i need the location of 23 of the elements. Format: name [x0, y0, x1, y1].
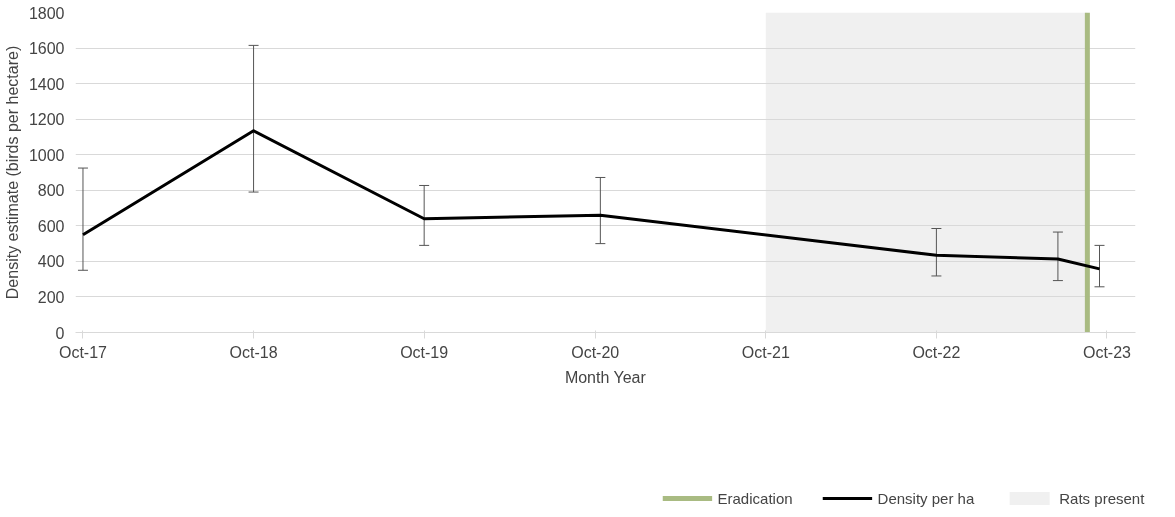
- line-series: [81, 129, 1102, 271]
- x-tick-label: Oct-21: [741, 343, 790, 361]
- y-tick-label: 1400: [28, 75, 65, 93]
- x-tick-label: Oct-20: [571, 343, 620, 361]
- y-tick-label: 600: [37, 217, 65, 235]
- x-axis-title: Month Year: [564, 368, 647, 386]
- legend-label: Density per ha: [877, 489, 975, 507]
- y-tick-label: 1600: [28, 40, 65, 58]
- legend-label: Eradication: [717, 489, 793, 507]
- y-tick-label: 800: [37, 182, 65, 200]
- x-tick-label: Oct-18: [229, 343, 278, 361]
- x-tick-label: Oct-22: [912, 343, 961, 361]
- y-axis-title: Density estimate (birds per hectare): [3, 45, 21, 300]
- y-tick-label: 1200: [28, 111, 65, 129]
- y-tick-label: 400: [37, 253, 65, 271]
- x-tick-label: Oct-17: [58, 343, 108, 361]
- x-tick-label: Oct-23: [1082, 343, 1132, 361]
- y-tick-label: 1000: [28, 146, 65, 164]
- y-tick-label: 0: [55, 324, 65, 342]
- y-tick-label: 1800: [28, 4, 65, 22]
- x-tick-label: Oct-19: [400, 343, 449, 361]
- legend-label: Rats present: [1059, 489, 1145, 507]
- y-tick-label: 200: [37, 288, 65, 306]
